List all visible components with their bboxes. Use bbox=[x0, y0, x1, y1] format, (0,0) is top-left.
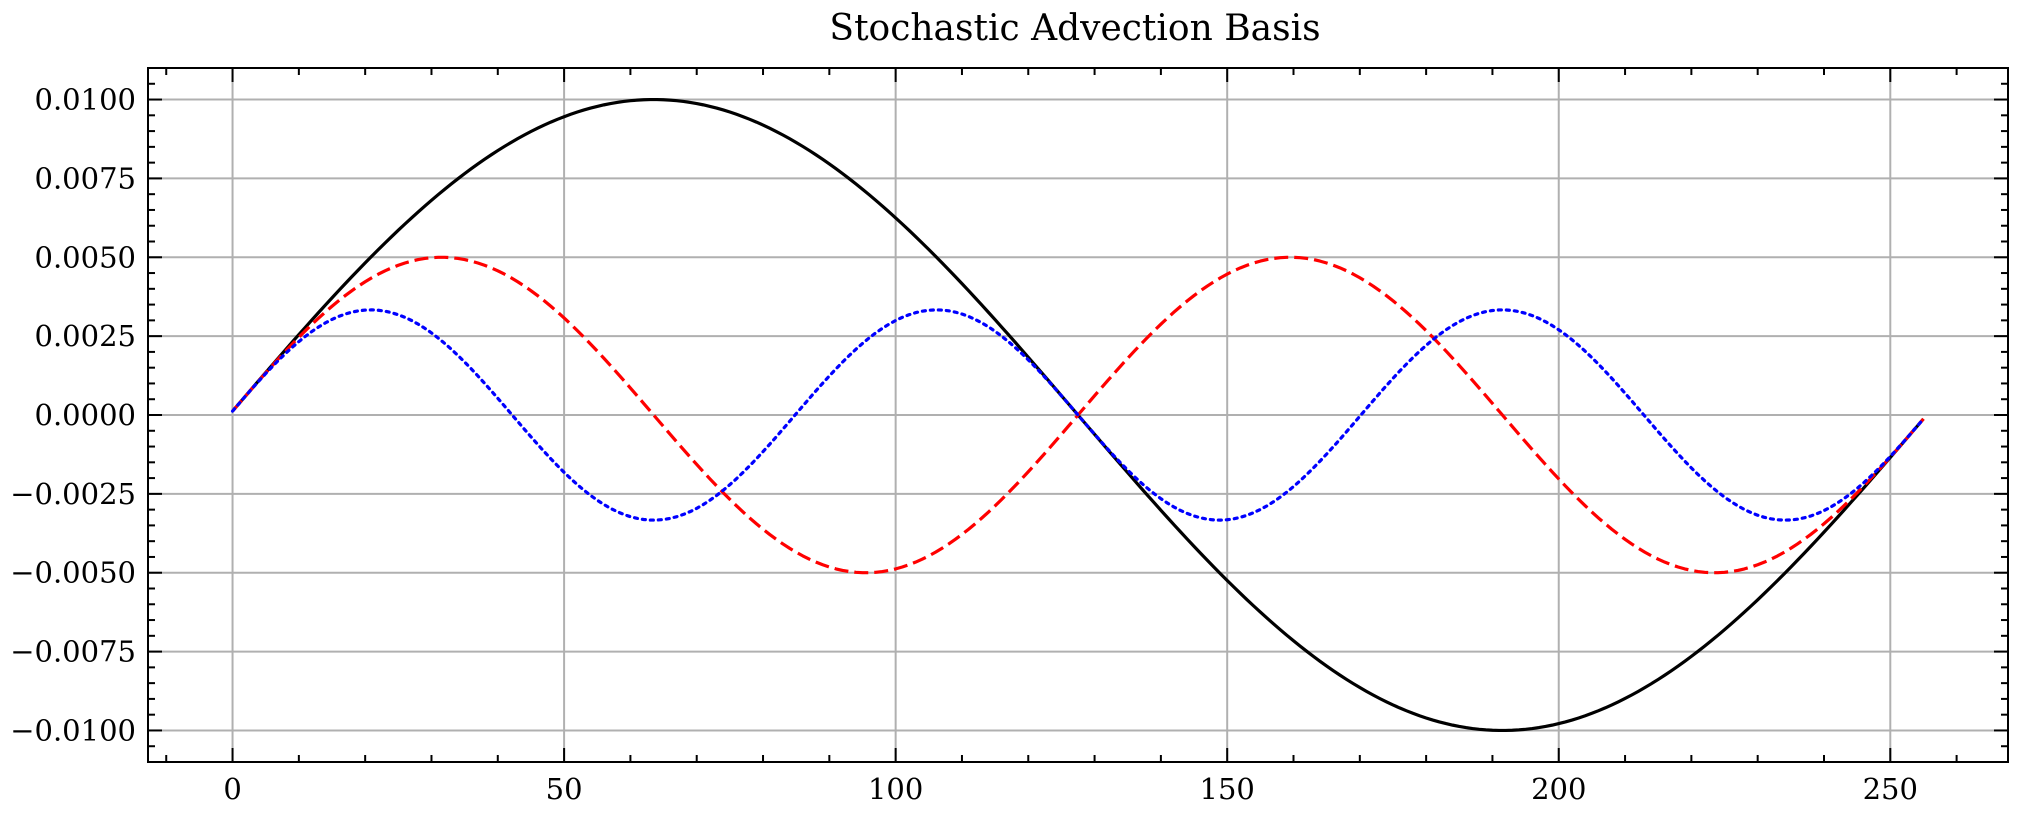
chart-title: Stochastic Advection Basis bbox=[829, 8, 1320, 49]
x-tick-label: 0 bbox=[223, 772, 241, 806]
x-tick-label: 100 bbox=[868, 772, 923, 806]
y-tick-label: 0.0050 bbox=[35, 240, 136, 274]
y-tick-label: 0.0075 bbox=[35, 161, 136, 195]
series-layer bbox=[230, 97, 1926, 733]
y-tick-label: 0.0000 bbox=[35, 398, 136, 432]
tick-labels: 0 50 100 150 200 250 0.0100 0.0075 0.0050 0.0025 0… bbox=[10, 83, 1918, 806]
x-tick-label: 200 bbox=[1531, 772, 1586, 806]
y-tick-label: 0.0100 bbox=[35, 83, 136, 117]
y-tick-label: −0.0100 bbox=[10, 713, 136, 747]
x-tick-label: 150 bbox=[1200, 772, 1255, 806]
x-tick-label: 250 bbox=[1863, 772, 1918, 806]
plot-frame bbox=[147, 67, 2009, 763]
series-line-3 bbox=[230, 308, 1926, 522]
ticks bbox=[148, 67, 2008, 763]
y-tick-label: −0.0050 bbox=[10, 556, 136, 590]
y-tick-label: −0.0025 bbox=[10, 477, 136, 511]
y-tick-label: 0.0025 bbox=[35, 319, 136, 353]
x-tick-label: 50 bbox=[546, 772, 583, 806]
y-tick-label: −0.0075 bbox=[10, 635, 136, 669]
